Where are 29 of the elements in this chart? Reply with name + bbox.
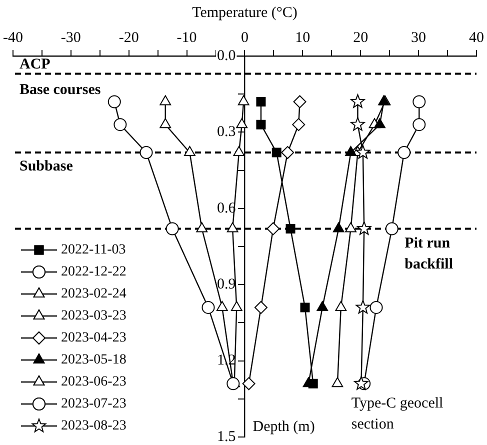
y-tick-label: 1.5 [217,428,236,445]
x-tick-label: -10 [176,30,197,46]
y-tick-label: 0.3 [217,124,236,140]
legend-label: 2023-08-23 [61,418,126,434]
annotation: Type-C geocell section [351,396,444,433]
x-tick-label: 0 [241,30,248,46]
legend-label: 2022-12-22 [61,264,126,280]
x-tick-label: -40 [3,30,23,46]
legend-label: 2022-11-03 [61,242,126,258]
y-axis-title: Depth (m) [252,418,315,435]
annotation: Pit run backfill [404,235,453,272]
legend-label: 2023-05-18 [61,352,126,368]
legend-label: 2023-02-24 [61,286,126,302]
x-axis-title: Temperature (°C) [192,4,298,21]
legend-label: 2023-03-23 [61,308,126,324]
annotation: ACP [19,56,50,72]
y-tick-label: 0.0 [217,48,236,64]
legend-label: 2023-04-23 [61,330,126,346]
legend-label: 2023-06-23 [61,374,126,390]
x-tick-label: 40 [469,30,484,46]
y-tick-label: 0.9 [217,276,236,293]
x-tick-label: 20 [353,30,368,46]
annotation: Base courses [19,82,101,98]
annotation: Subbase [19,158,74,174]
legend-label: 2023-07-23 [61,396,126,412]
x-tick-label: 10 [295,30,310,46]
x-tick-label: -30 [60,30,81,46]
x-tick-label: 30 [411,30,426,46]
x-tick-label: -20 [118,30,139,46]
